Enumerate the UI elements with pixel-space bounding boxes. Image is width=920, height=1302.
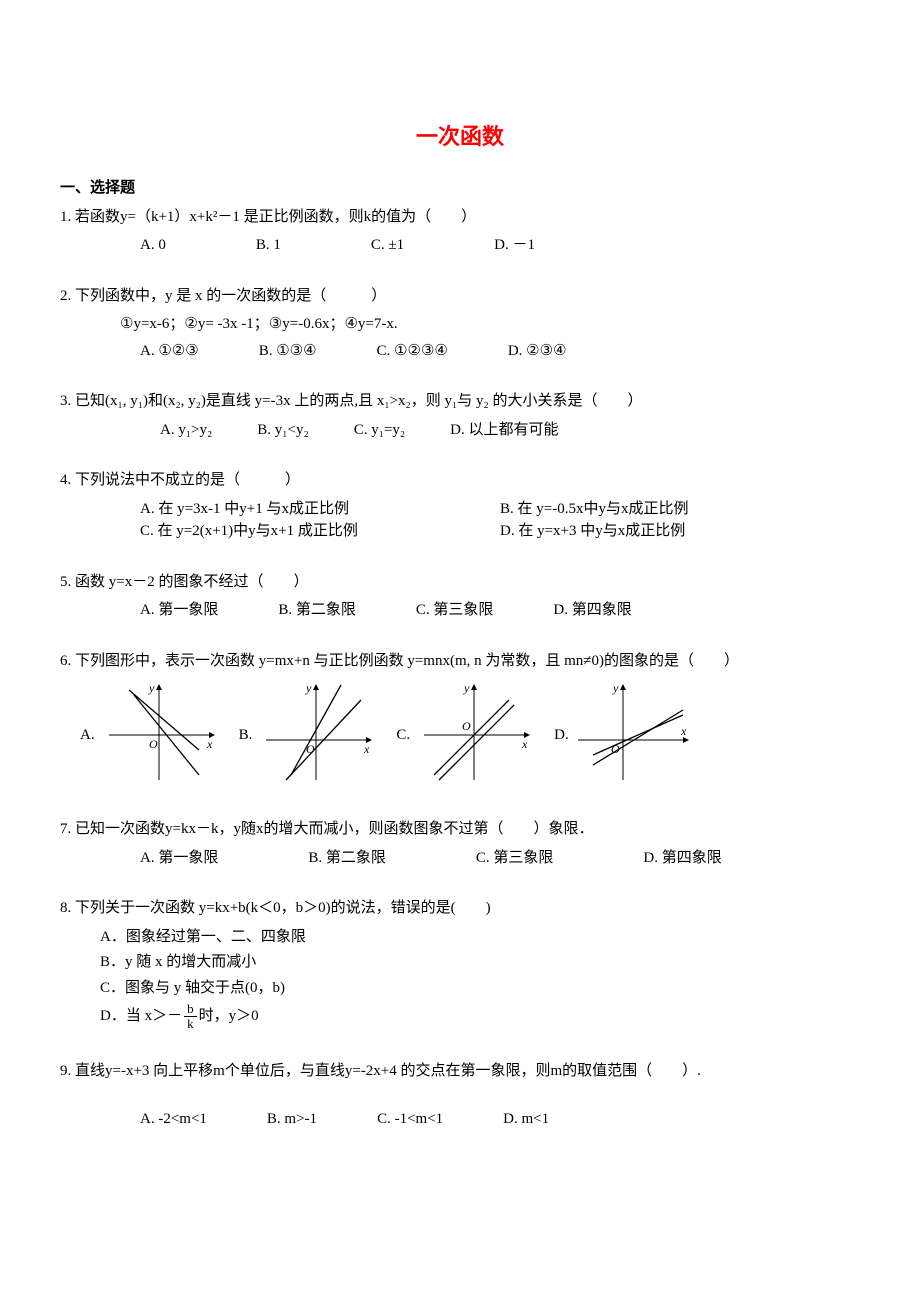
question-1: 1. 若函数y=（k+1）x+k²－1 是正比例函数，则k的值为（ ） A. 0… bbox=[60, 206, 860, 257]
document-title: 一次函数 bbox=[60, 120, 860, 153]
q1-optB: B. 1 bbox=[256, 234, 281, 257]
question-2: 2. 下列函数中，y 是 x 的一次函数的是（ ） ①y=x-6；②y= -3x… bbox=[60, 285, 860, 363]
question-3: 3. 已知(x₁, y₁)和(x₂, y₂)是直线 y=-3x 上的两点,且 x… bbox=[60, 390, 860, 441]
q9-optA: A. -2<m<1 bbox=[140, 1108, 207, 1131]
q5-optD: D. 第四象限 bbox=[553, 599, 631, 622]
q3-optD: D. 以上都有可能 bbox=[450, 419, 558, 442]
svg-text:O: O bbox=[149, 737, 158, 751]
svg-text:y: y bbox=[305, 681, 312, 695]
q4-optC: C. 在 y=2(x+1)中y与x+1 成正比例 bbox=[140, 520, 500, 543]
svg-text:O: O bbox=[462, 719, 471, 733]
q6-labelA: A. bbox=[80, 724, 95, 747]
svg-text:y: y bbox=[463, 681, 470, 695]
question-5: 5. 函数 y=x－2 的图象不经过（ ） A. 第一象限 B. 第二象限 C.… bbox=[60, 571, 860, 622]
svg-text:y: y bbox=[612, 681, 619, 695]
svg-text:y: y bbox=[148, 681, 155, 695]
q7-optC: C. 第三象限 bbox=[476, 847, 554, 870]
q8-optD: D．当 x＞－bk时，y＞0 bbox=[60, 1002, 860, 1032]
q4-optD: D. 在 y=x+3 中y与x成正比例 bbox=[500, 520, 860, 543]
q2-optB: B. ①③④ bbox=[259, 340, 317, 363]
section-header: 一、选择题 bbox=[60, 177, 860, 200]
q7-text: 7. 已知一次函数y=kx－k，y随x的增大而减小，则函数图象不过第（ ）象限． bbox=[60, 818, 860, 841]
svg-text:x: x bbox=[680, 724, 687, 738]
q8-optC: C．图象与 y 轴交于点(0，b) bbox=[60, 977, 860, 1000]
q2-optC: C. ①②③④ bbox=[377, 340, 448, 363]
q5-optC: C. 第三象限 bbox=[416, 599, 494, 622]
q8-optB: B．y 随 x 的增大而减小 bbox=[60, 951, 860, 974]
q7-optB: B. 第二象限 bbox=[308, 847, 386, 870]
q4-optB: B. 在 y=-0.5x中y与x成正比例 bbox=[500, 498, 860, 521]
q7-optA: A. 第一象限 bbox=[140, 847, 218, 870]
svg-text:x: x bbox=[521, 737, 528, 751]
q6-graph-D: D. y x O bbox=[554, 680, 693, 790]
q9-optD: D. m<1 bbox=[503, 1108, 549, 1131]
q2-optA: A. ①②③ bbox=[140, 340, 199, 363]
q9-text: 9. 直线y=-x+3 向上平移m个单位后，与直线y=-2x+4 的交点在第一象… bbox=[60, 1060, 860, 1083]
q2-subtext: ①y=x-6；②y= -3x -1；③y=-0.6x；④y=7-x. bbox=[60, 313, 860, 336]
q1-text: 1. 若函数y=（k+1）x+k²－1 是正比例函数，则k的值为（ ） bbox=[60, 206, 860, 229]
q6-graph-C: C. y x O bbox=[396, 680, 534, 790]
q3-optA: A. y₁>y₂ bbox=[160, 419, 212, 442]
q9-optC: C. -1<m<1 bbox=[377, 1108, 443, 1131]
q5-optA: A. 第一象限 bbox=[140, 599, 218, 622]
q8-optA: A．图象经过第一、二、四象限 bbox=[60, 926, 860, 949]
question-7: 7. 已知一次函数y=kx－k，y随x的增大而减小，则函数图象不过第（ ）象限．… bbox=[60, 818, 860, 869]
svg-text:x: x bbox=[206, 737, 213, 751]
q1-optA: A. 0 bbox=[140, 234, 166, 257]
question-9: 9. 直线y=-x+3 向上平移m个单位后，与直线y=-2x+4 的交点在第一象… bbox=[60, 1060, 860, 1131]
graph-A-svg: y x O bbox=[99, 680, 219, 790]
q6-graph-A: A. y x O bbox=[80, 680, 219, 790]
q3-optC: C. y₁=y₂ bbox=[354, 419, 405, 442]
q3-text: 3. 已知(x₁, y₁)和(x₂, y₂)是直线 y=-3x 上的两点,且 x… bbox=[60, 390, 860, 413]
question-6: 6. 下列图形中，表示一次函数 y=mx+n 与正比例函数 y=mnx(m, n… bbox=[60, 650, 860, 791]
q6-text: 6. 下列图形中，表示一次函数 y=mx+n 与正比例函数 y=mnx(m, n… bbox=[60, 650, 860, 673]
q9-optB: B. m>-1 bbox=[267, 1108, 317, 1131]
q5-text: 5. 函数 y=x－2 的图象不经过（ ） bbox=[60, 571, 860, 594]
graph-D-svg: y x O bbox=[573, 680, 693, 790]
q3-optB: B. y₁<y₂ bbox=[257, 419, 308, 442]
question-4: 4. 下列说法中不成立的是（ ） A. 在 y=3x-1 中y+1 与x成正比例… bbox=[60, 469, 860, 543]
graph-C-svg: y x O bbox=[414, 680, 534, 790]
question-8: 8. 下列关于一次函数 y=kx+b(k＜0，b＞0)的说法，错误的是( ) A… bbox=[60, 897, 860, 1032]
q2-text: 2. 下列函数中，y 是 x 的一次函数的是（ ） bbox=[60, 285, 860, 308]
q6-labelD: D. bbox=[554, 724, 569, 747]
graph-B-svg: y x O bbox=[256, 680, 376, 790]
q7-optD: D. 第四象限 bbox=[643, 847, 721, 870]
q2-optD: D. ②③④ bbox=[508, 340, 567, 363]
q1-optC: C. ±1 bbox=[371, 234, 404, 257]
q8-text: 8. 下列关于一次函数 y=kx+b(k＜0，b＞0)的说法，错误的是( ) bbox=[60, 897, 860, 920]
q6-graph-B: B. y x O bbox=[239, 680, 377, 790]
q1-optD: D. －1 bbox=[494, 234, 535, 257]
q4-text: 4. 下列说法中不成立的是（ ） bbox=[60, 469, 860, 492]
q6-labelC: C. bbox=[396, 724, 410, 747]
q6-labelB: B. bbox=[239, 724, 253, 747]
q5-optB: B. 第二象限 bbox=[278, 599, 356, 622]
svg-text:x: x bbox=[363, 742, 370, 756]
q4-optA: A. 在 y=3x-1 中y+1 与x成正比例 bbox=[140, 498, 500, 521]
